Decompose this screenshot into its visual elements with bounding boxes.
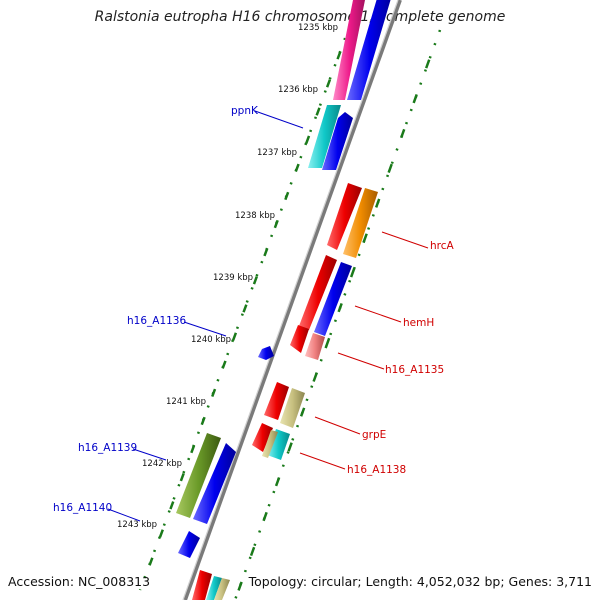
gene-hemH-red <box>299 255 337 330</box>
ruler-label-1239: 1239 kbp <box>213 273 253 283</box>
gene-label-hemH[interactable]: hemH <box>403 317 434 329</box>
gene-label-ppnK[interactable]: ppnK <box>231 105 259 117</box>
ruler-label-1243: 1243 kbp <box>117 520 157 530</box>
gene-label-h16_A1138[interactable]: h16_A1138 <box>347 464 406 476</box>
gene-h16_A1138-red <box>252 423 273 452</box>
gene-label-h16_A1140[interactable]: h16_A1140 <box>53 502 112 514</box>
gene-grpE-khaki <box>280 388 305 428</box>
gene-h16_A1140-blue <box>178 531 200 558</box>
ruler-label-1235: 1235 kbp <box>298 23 338 33</box>
gene-h16_A1136-blue <box>258 346 274 360</box>
gene-bottom-cyan <box>206 576 222 600</box>
ruler-label-1238: 1238 kbp <box>235 211 275 221</box>
gene-h16_A1138-cyan <box>267 429 290 460</box>
h16_A1139-leader <box>132 448 167 461</box>
hrcA-leader <box>381 231 429 249</box>
ruler-label-1237: 1237 kbp <box>257 148 297 158</box>
h16_A1136-leader <box>183 321 227 337</box>
genome-summary-text: Topology: circular; Length: 4,052,032 bp… <box>248 574 592 589</box>
gene-label-h16_A1136[interactable]: h16_A1136 <box>127 315 186 327</box>
gene-hrcA-red <box>327 183 362 250</box>
accession-text: Accession: NC_008313 <box>8 574 151 589</box>
gene-bottom-red <box>192 570 212 600</box>
gene-bottom-khaki <box>214 578 230 600</box>
ppnK-leader <box>254 110 304 129</box>
gene-label-h16_A1135[interactable]: h16_A1135 <box>385 364 444 376</box>
gene-pink <box>333 0 365 100</box>
gene-label-grpE[interactable]: grpE <box>362 429 386 441</box>
outer-ring-ticks <box>236 37 439 593</box>
gene-small-red <box>290 325 309 353</box>
ruler-label-1240: 1240 kbp <box>191 335 231 345</box>
gene-blue-top <box>347 0 391 100</box>
gene-h16_A1138-khaki <box>262 430 278 458</box>
chromosome-backbone-highlight <box>182 0 399 600</box>
gene-hrcA-orange <box>343 188 378 258</box>
gene-h16_A1135-salmon <box>305 333 325 360</box>
h16_A1138-leader <box>299 452 346 470</box>
ruler-label-1241: 1241 kbp <box>166 397 206 407</box>
gene-ppnK-blue <box>322 112 353 170</box>
h16_A1140-leader <box>107 508 141 522</box>
map-title: Ralstonia eutropha H16 chromosome 1, com… <box>94 9 506 25</box>
gene-hemH-blue <box>314 262 352 336</box>
ruler-label-1236: 1236 kbp <box>278 85 318 95</box>
hemH-leader <box>354 305 402 323</box>
gene-ppnK-cyan <box>308 105 341 168</box>
gene-label-h16_A1139[interactable]: h16_A1139 <box>78 442 137 454</box>
inner-ring-ticks <box>141 30 350 584</box>
h16_A1135-leader <box>337 352 385 370</box>
ruler-label-1242: 1242 kbp <box>142 459 182 469</box>
chromosome-backbone <box>183 0 402 600</box>
gene-h16_A1139-olive <box>176 433 221 518</box>
gene-h16_A1139-blue <box>193 443 236 524</box>
gene-grpE-red <box>264 382 289 420</box>
gene-label-hrcA[interactable]: hrcA <box>430 240 455 252</box>
outer-dotted-ring <box>233 29 442 600</box>
grpE-leader <box>314 416 361 435</box>
